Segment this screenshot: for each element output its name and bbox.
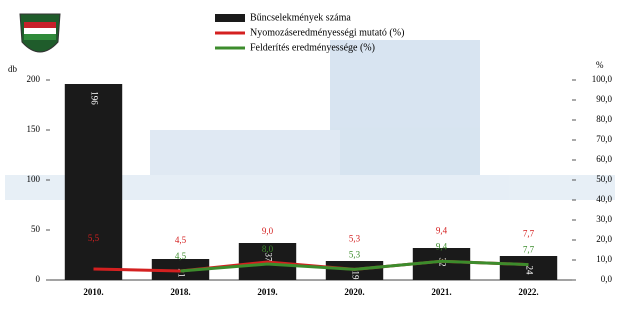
y2-tick-label: 0,0 [601, 274, 613, 284]
y2-tick-label: 50,0 [596, 174, 612, 184]
y-tick-label: 0 [36, 274, 41, 284]
bar-label: 196 [89, 91, 99, 105]
x-tick-label: 2018. [170, 287, 190, 297]
y2-tick-label: 60,0 [596, 154, 612, 164]
y2-tick-label: 100,0 [592, 74, 613, 84]
bar-label: 19 [350, 271, 360, 281]
legend-label: Felderítés eredményessége (%) [250, 42, 375, 53]
data-label: 8,0 [262, 244, 274, 254]
data-label: 4,5 [175, 251, 187, 261]
legend-label: Nyomozáseredményességi mutató (%) [250, 27, 404, 38]
logo [20, 14, 60, 52]
legend-label: Bűncselekmények száma [250, 12, 351, 23]
y2-tick-label: 40,0 [596, 194, 612, 204]
data-label: 5,3 [349, 249, 361, 259]
y-tick-label: 50 [31, 224, 41, 234]
data-label: 9,4 [436, 225, 448, 235]
y-axis-label: db [8, 64, 18, 74]
y2-axis-label: % [596, 60, 604, 70]
y-tick-label: 100 [27, 174, 41, 184]
y2-tick-label: 30,0 [596, 214, 612, 224]
chart: db % 0 50 100 150 200 0,0 10,0 20,0 30,0 40,0 50,0… [0, 0, 619, 311]
x-tick-label: 2020. [344, 287, 364, 297]
x-tick-label: 2021. [431, 287, 451, 297]
data-label: 7,7 [523, 229, 535, 239]
bar-label: 24 [524, 266, 534, 276]
x-tick-label: 2010. [83, 287, 103, 297]
x-tick-label: 2019. [257, 287, 277, 297]
x-tick-label: 2022. [518, 287, 538, 297]
data-label: 9,0 [262, 226, 274, 236]
y2-tick-label: 90,0 [596, 94, 612, 104]
data-label: 5,3 [349, 233, 361, 243]
y2-tick-label: 10,0 [596, 254, 612, 264]
data-label: 5,5 [88, 233, 100, 243]
data-label: 4,5 [175, 235, 187, 245]
data-label: 9,4 [436, 241, 448, 251]
y2-tick-label: 80,0 [596, 114, 612, 124]
y2-tick-label: 70,0 [596, 134, 612, 144]
bar [65, 84, 122, 280]
y2-tick-label: 20,0 [596, 234, 612, 244]
y-tick-label: 150 [27, 124, 41, 134]
y-tick-label: 200 [27, 74, 41, 84]
legend-swatch [215, 14, 245, 22]
data-label: 7,7 [523, 245, 535, 255]
